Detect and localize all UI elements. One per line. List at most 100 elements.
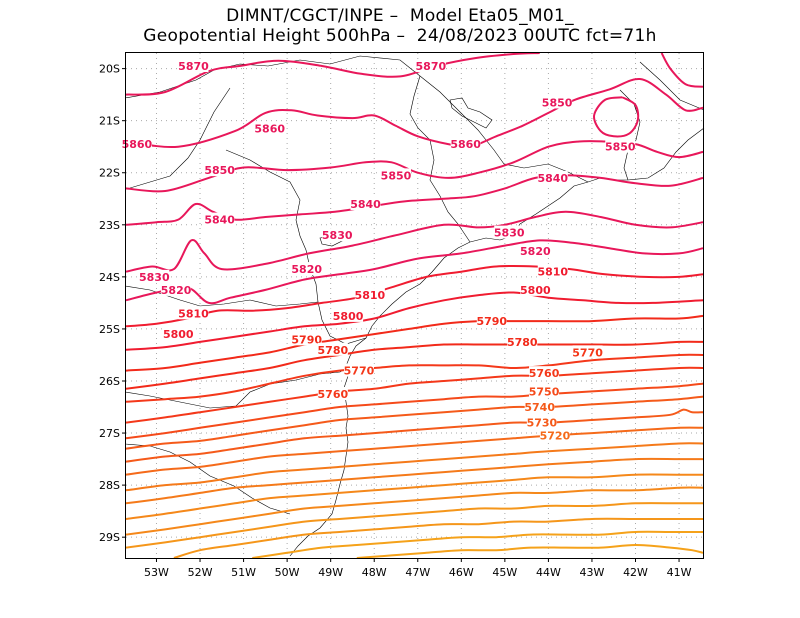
contour-label-bg [605,139,636,153]
contour-label: 5780 [318,344,349,357]
contour-label: 5870 [416,60,447,73]
contour-label: 5820 [520,245,551,258]
contour-5770 [125,353,704,403]
contour-labels: 5870 5870 5860 5860 5860 5850 5850 5850 5850 5840… [122,59,636,443]
contour-5660 [173,517,703,559]
lat-tick-label: 21S [99,115,120,128]
contour-label: 5840 [537,172,568,185]
contour-label: 5790 [291,333,322,346]
contour-label: 5810 [537,266,568,279]
contour-5680 [125,486,704,536]
state-border [225,149,367,345]
contour-label-bg [476,314,507,328]
contour-label-bg [529,366,560,380]
contour-5850 [593,96,640,138]
longitude-axis: 53W 52W 51W 50W 49W 48W 47W 46W 45W 44W 43W 42W 41W [144,558,692,579]
contour-label-bg [542,95,573,109]
contour-label-bg [572,345,603,359]
title-line-2: Geopotential Height 500hPa – 24/08/2023 … [143,26,657,46]
lon-tick-label: 52W [188,566,213,579]
state-border [124,285,319,307]
contour-label-bg [204,163,235,177]
lon-tick-label: 47W [405,566,430,579]
lat-tick-label: 22S [99,167,120,180]
contour-label-bg [343,363,374,377]
contour-label: 5810 [355,289,386,302]
contour-5670 [125,502,704,549]
contour-5720 [125,426,704,476]
contour-5830 [125,210,704,273]
contour-label-bg [322,228,353,242]
contour-label: 5800 [520,284,551,297]
contour-label-bg [333,308,364,322]
contour-label-bg [139,269,170,283]
lon-tick-label: 53W [144,566,169,579]
contour-label-bg [450,137,481,151]
contour-label-bg [121,137,152,151]
contour-label: 5770 [572,346,603,359]
contour-5870 [660,52,704,88]
lon-tick-label: 42W [623,566,648,579]
contour-label: 5830 [139,271,170,284]
contour-label-bg [178,59,209,73]
contour-5730 [125,408,704,463]
lat-tick-label: 27S [99,427,120,440]
contour-label: 5840 [350,198,381,211]
contour-label-bg [526,415,557,429]
contour-label-bg [317,342,348,356]
contour-label-bg [520,243,551,257]
contour-label: 5780 [507,336,538,349]
lon-tick-label: 51W [231,566,256,579]
contour-label: 5800 [163,328,194,341]
contour-label-bg [537,170,568,184]
lat-tick-label: 24S [99,271,120,284]
contour-label-bg [537,264,568,278]
state-border [124,443,291,515]
contour-label-bg [507,334,538,348]
contour-5740 [125,395,704,450]
contour-5750 [125,382,704,440]
contour-label: 5770 [344,365,375,378]
contour-label: 5740 [524,401,555,414]
title-line-1: DIMNT/CGCT/INPE – Model Eta05_M01_ [226,6,574,26]
contour-label: 5860 [122,138,153,151]
contour-label: 5760 [318,388,349,401]
lat-tick-label: 29S [99,531,120,544]
contour-5650 [252,530,703,559]
lat-tick-label: 23S [99,219,120,232]
contour-5800 [125,291,704,351]
contour-label-bg [291,332,322,346]
contour-label-bg [529,384,560,398]
contour-5810 [125,264,704,328]
lon-tick-label: 45W [492,566,517,579]
contour-label: 5810 [178,307,209,320]
contour-label-bg [161,282,192,296]
contour-label: 5820 [291,263,322,276]
contour-label: 5850 [605,141,636,154]
lat-tick-label: 25S [99,323,120,336]
contour-label: 5720 [540,430,571,443]
lon-tick-label: 46W [449,566,474,579]
contour-5760 [125,366,704,424]
contour-label: 5850 [204,164,235,177]
contour-5840 [125,174,704,226]
contour-label-bg [204,212,235,226]
contour-label-bg [524,400,555,414]
latitude-axis: 20S 21S 22S 23S 24S 25S 26S 27S 28S 29S [99,63,126,544]
contour-5640 [356,543,704,559]
lat-tick-label: 20S [99,63,120,76]
coastline [289,127,705,557]
contour-5780 [125,340,704,390]
contour-5820 [125,239,704,305]
contour-label-bg [350,196,381,210]
contour-label: 5860 [254,122,285,135]
lat-tick-label: 28S [99,479,120,492]
geopotential-contours [125,52,704,559]
state-border [639,61,705,111]
contour-label: 5870 [178,60,209,73]
lon-tick-label: 50W [275,566,300,579]
lon-tick-label: 48W [362,566,387,579]
contour-label: 5820 [161,284,192,297]
contour-label-bg [494,225,525,239]
lake [449,97,493,129]
